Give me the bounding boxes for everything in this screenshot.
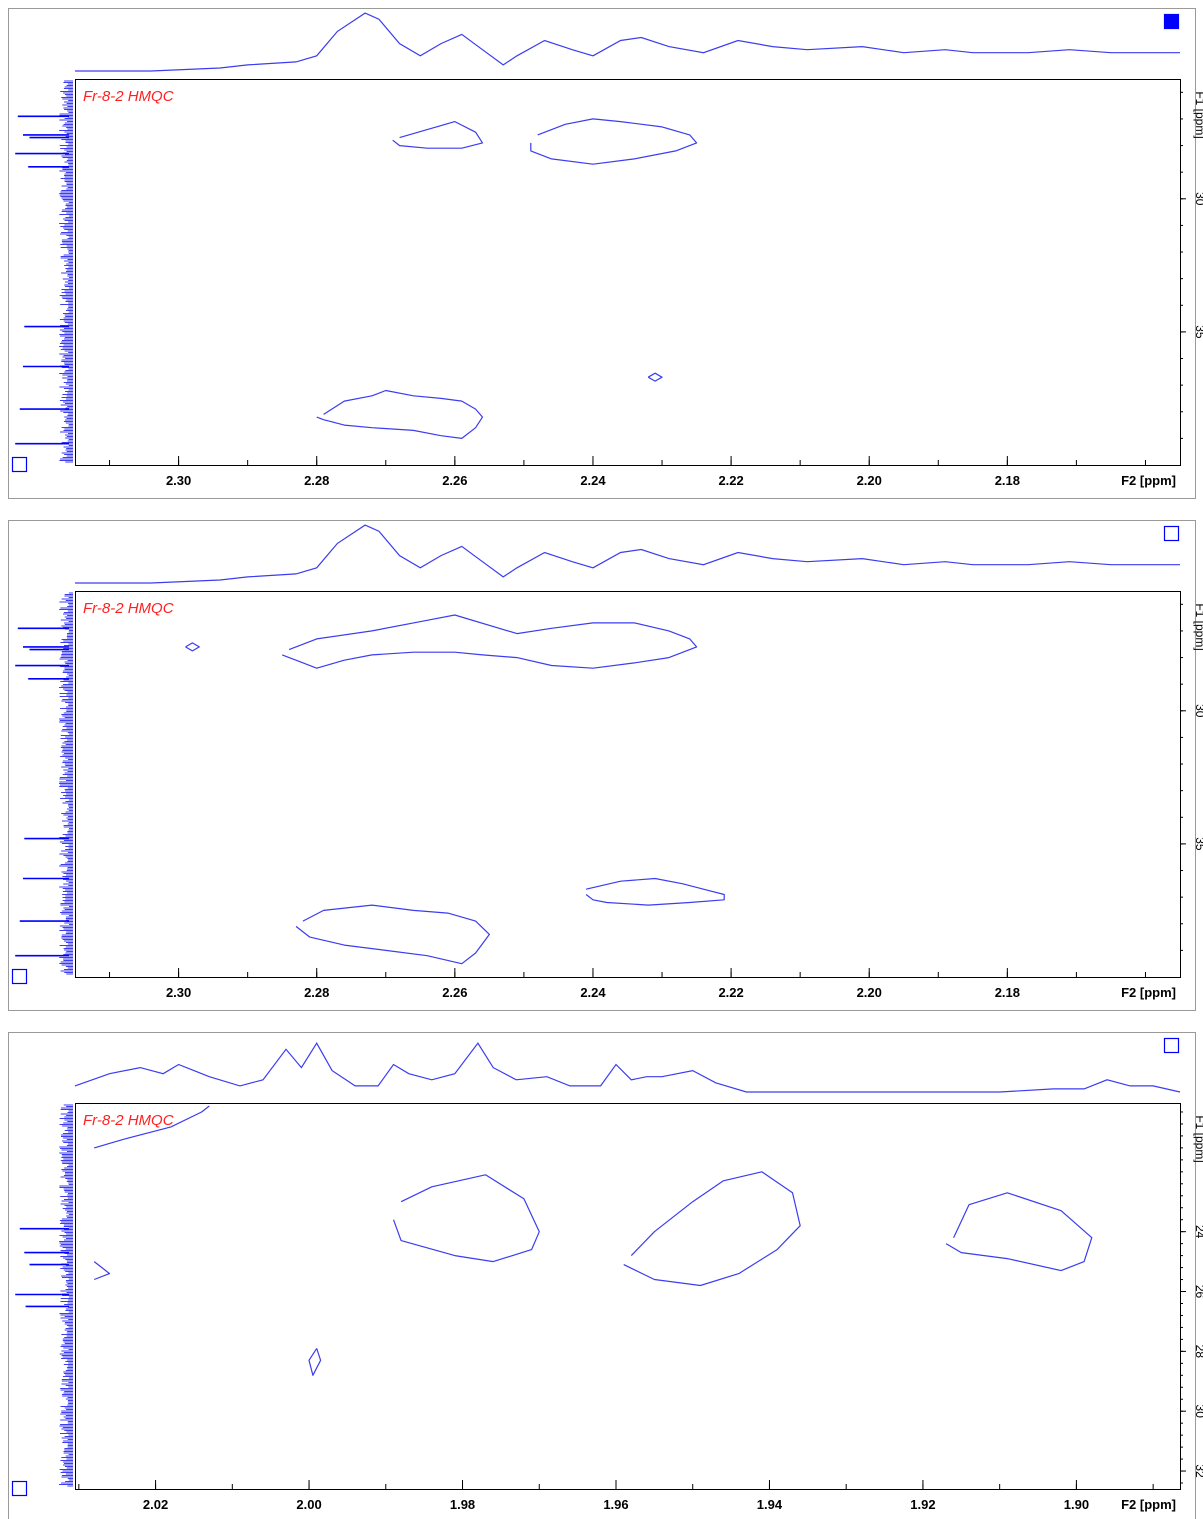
contour-c2: [530, 118, 698, 165]
f1-projection-noise: [59, 80, 73, 463]
chart-title: Fr-8-2 HMQC: [83, 1112, 174, 1129]
contour-c1: [94, 1105, 210, 1149]
x-tick-label: 2.30: [166, 473, 191, 488]
y-tick-label: 26: [1193, 1285, 1203, 1299]
f1-noise-path: [59, 592, 73, 975]
hmqc-panel-3: Fr-8-2 HMQC 2.02 2.00 1.98 1.96 1.94 1.92 1.90 F…: [0, 1024, 1203, 1519]
chart-title: Fr-8-2 HMQC: [83, 88, 174, 105]
panel-frame: [8, 1032, 1196, 1519]
contour-c3: [316, 389, 484, 439]
x-axis-label: F2 [ppm]: [1121, 985, 1176, 1000]
hmqc-panel-2: Fr-8-2 HMQC 2.30 2.28 2.26 2.24 2.22 2.20 2.18 F…: [0, 512, 1203, 1011]
contour-c2: [185, 642, 200, 652]
f1-projection-noise: [59, 1104, 73, 1487]
plot-area: [75, 1103, 1181, 1490]
f1-projection-noise: [59, 592, 73, 975]
plot-area: [75, 79, 1181, 466]
x-tick-label: 2.22: [718, 473, 743, 488]
y-tick-label: 35: [1193, 325, 1203, 339]
contour-c3: [585, 877, 725, 906]
y-tick-label: 28: [1193, 1345, 1203, 1359]
x-tick-label: 2.24: [580, 985, 606, 1000]
x-axis-label: F2 [ppm]: [1121, 1497, 1176, 1512]
y-tick-label: 30: [1193, 704, 1203, 718]
x-tick-label: 2.30: [166, 985, 191, 1000]
x-tick-label: 2.22: [718, 985, 743, 1000]
f2-projection-trace: [74, 1042, 1181, 1093]
hmqc-spectrum-3: Fr-8-2 HMQC 2.02 2.00 1.98 1.96 1.94 1.92 1.90 F…: [8, 1032, 1203, 1519]
y-tick-label: 30: [1193, 192, 1203, 206]
x-tick-label: 2.28: [304, 985, 329, 1000]
x-axis-label: F2 [ppm]: [1121, 473, 1176, 488]
f1-noise-path: [59, 80, 73, 463]
panel-frame: [8, 8, 1196, 499]
projection-indicator-left: [11, 1480, 28, 1497]
plot-area: [75, 591, 1181, 978]
contour-c4: [392, 1174, 540, 1263]
y-axis-label: F1 [ppm]: [1193, 603, 1203, 650]
contour-c1: [392, 120, 484, 149]
x-tick-label: 2.24: [580, 473, 606, 488]
x-tick-label: 2.28: [304, 473, 329, 488]
y-tick-label: 24: [1193, 1225, 1203, 1239]
contour-c1: [281, 614, 698, 669]
y-tick-label: 30: [1193, 1405, 1203, 1419]
contour-c4: [647, 372, 663, 382]
x-tick-label: 1.92: [910, 1497, 935, 1512]
x-tick-label: 1.90: [1064, 1497, 1089, 1512]
f2-projection-trace: [75, 524, 1180, 584]
x-tick-label: 1.98: [450, 1497, 475, 1512]
x-tick-label: 1.94: [757, 1497, 783, 1512]
projection-indicator-top: [1163, 13, 1180, 30]
x-tick-label: 2.26: [442, 985, 467, 1000]
x-tick-label: 2.00: [296, 1497, 321, 1512]
projection-indicator-left: [11, 456, 28, 473]
panel-frame: [8, 520, 1196, 1011]
contour-c2: [93, 1261, 111, 1281]
contour-c4: [295, 904, 490, 965]
x-tick-label: 2.20: [857, 473, 882, 488]
x-tick-label: 2.18: [995, 985, 1020, 1000]
x-tick-label: 2.18: [995, 473, 1020, 488]
contour-c6: [945, 1192, 1093, 1272]
hmqc-spectrum-2: Fr-8-2 HMQC 2.30 2.28 2.26 2.24 2.22 2.20 2.18 F…: [8, 520, 1203, 1011]
f2-projection-trace: [75, 12, 1180, 72]
chart-title: Fr-8-2 HMQC: [83, 600, 174, 617]
x-tick-label: 2.02: [143, 1497, 168, 1512]
projection-indicator-top: [1163, 1037, 1180, 1054]
x-tick-label: 2.26: [442, 473, 467, 488]
contour-c3: [308, 1348, 322, 1376]
y-axis-label: F1 [ppm]: [1193, 91, 1203, 138]
hmqc-spectrum-1: Fr-8-2 HMQC 2.30 2.28 2.26 2.24 2.22 2.20 2.18 F…: [8, 8, 1203, 499]
y-tick-label: 32: [1193, 1464, 1203, 1478]
y-axis-label: F1 [ppm]: [1193, 1115, 1203, 1162]
x-tick-label: 1.96: [603, 1497, 628, 1512]
x-tick-label: 2.20: [857, 985, 882, 1000]
f1-noise-path: [59, 1104, 73, 1487]
projection-indicator-top: [1163, 525, 1180, 542]
contour-c5: [623, 1171, 801, 1287]
hmqc-panel-1: Fr-8-2 HMQC 2.30 2.28 2.26 2.24 2.22 2.20 2.18 F…: [0, 0, 1203, 499]
projection-indicator-left: [11, 968, 28, 985]
y-tick-label: 35: [1193, 837, 1203, 851]
